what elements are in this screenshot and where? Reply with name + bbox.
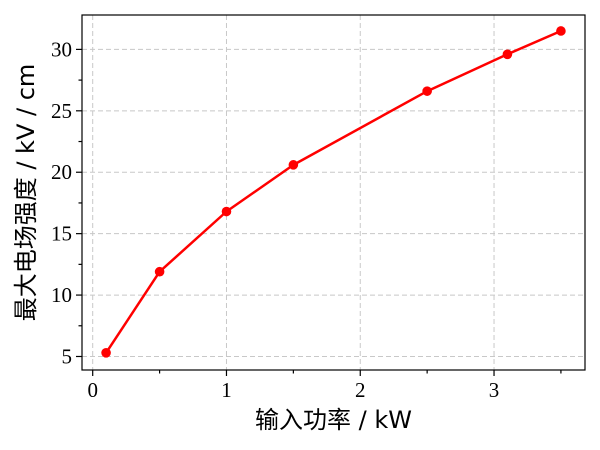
data-point	[556, 26, 566, 36]
data-point	[154, 266, 165, 277]
x-axis-title: 输入功率 / kW	[255, 406, 412, 434]
data-point	[502, 49, 513, 60]
y-axis-title: 最大电场强度 / kV / cm	[12, 64, 40, 322]
data-point	[288, 160, 299, 170]
plot-frame	[81, 14, 586, 371]
data-point	[422, 86, 432, 96]
data-point	[101, 348, 111, 358]
x-tick-label: 3	[489, 378, 500, 402]
y-tick-label: 15	[51, 222, 72, 246]
y-tick-label: 30	[51, 37, 72, 61]
y-tick-label: 20	[51, 160, 72, 184]
series-layer	[101, 26, 566, 358]
series-line	[105, 29, 562, 354]
grid-lines	[82, 15, 585, 370]
y-tick-label: 5	[62, 344, 73, 368]
x-tick-label: 0	[87, 378, 98, 402]
y-tick-label: 10	[51, 283, 72, 307]
y-tick-label: 25	[51, 99, 72, 123]
data-point	[221, 206, 232, 217]
x-tick-label: 2	[355, 378, 366, 402]
axis-ticks: 0 1 2 3 5 10 15 20 25 30	[51, 37, 562, 402]
x-tick-label: 1	[221, 378, 232, 402]
